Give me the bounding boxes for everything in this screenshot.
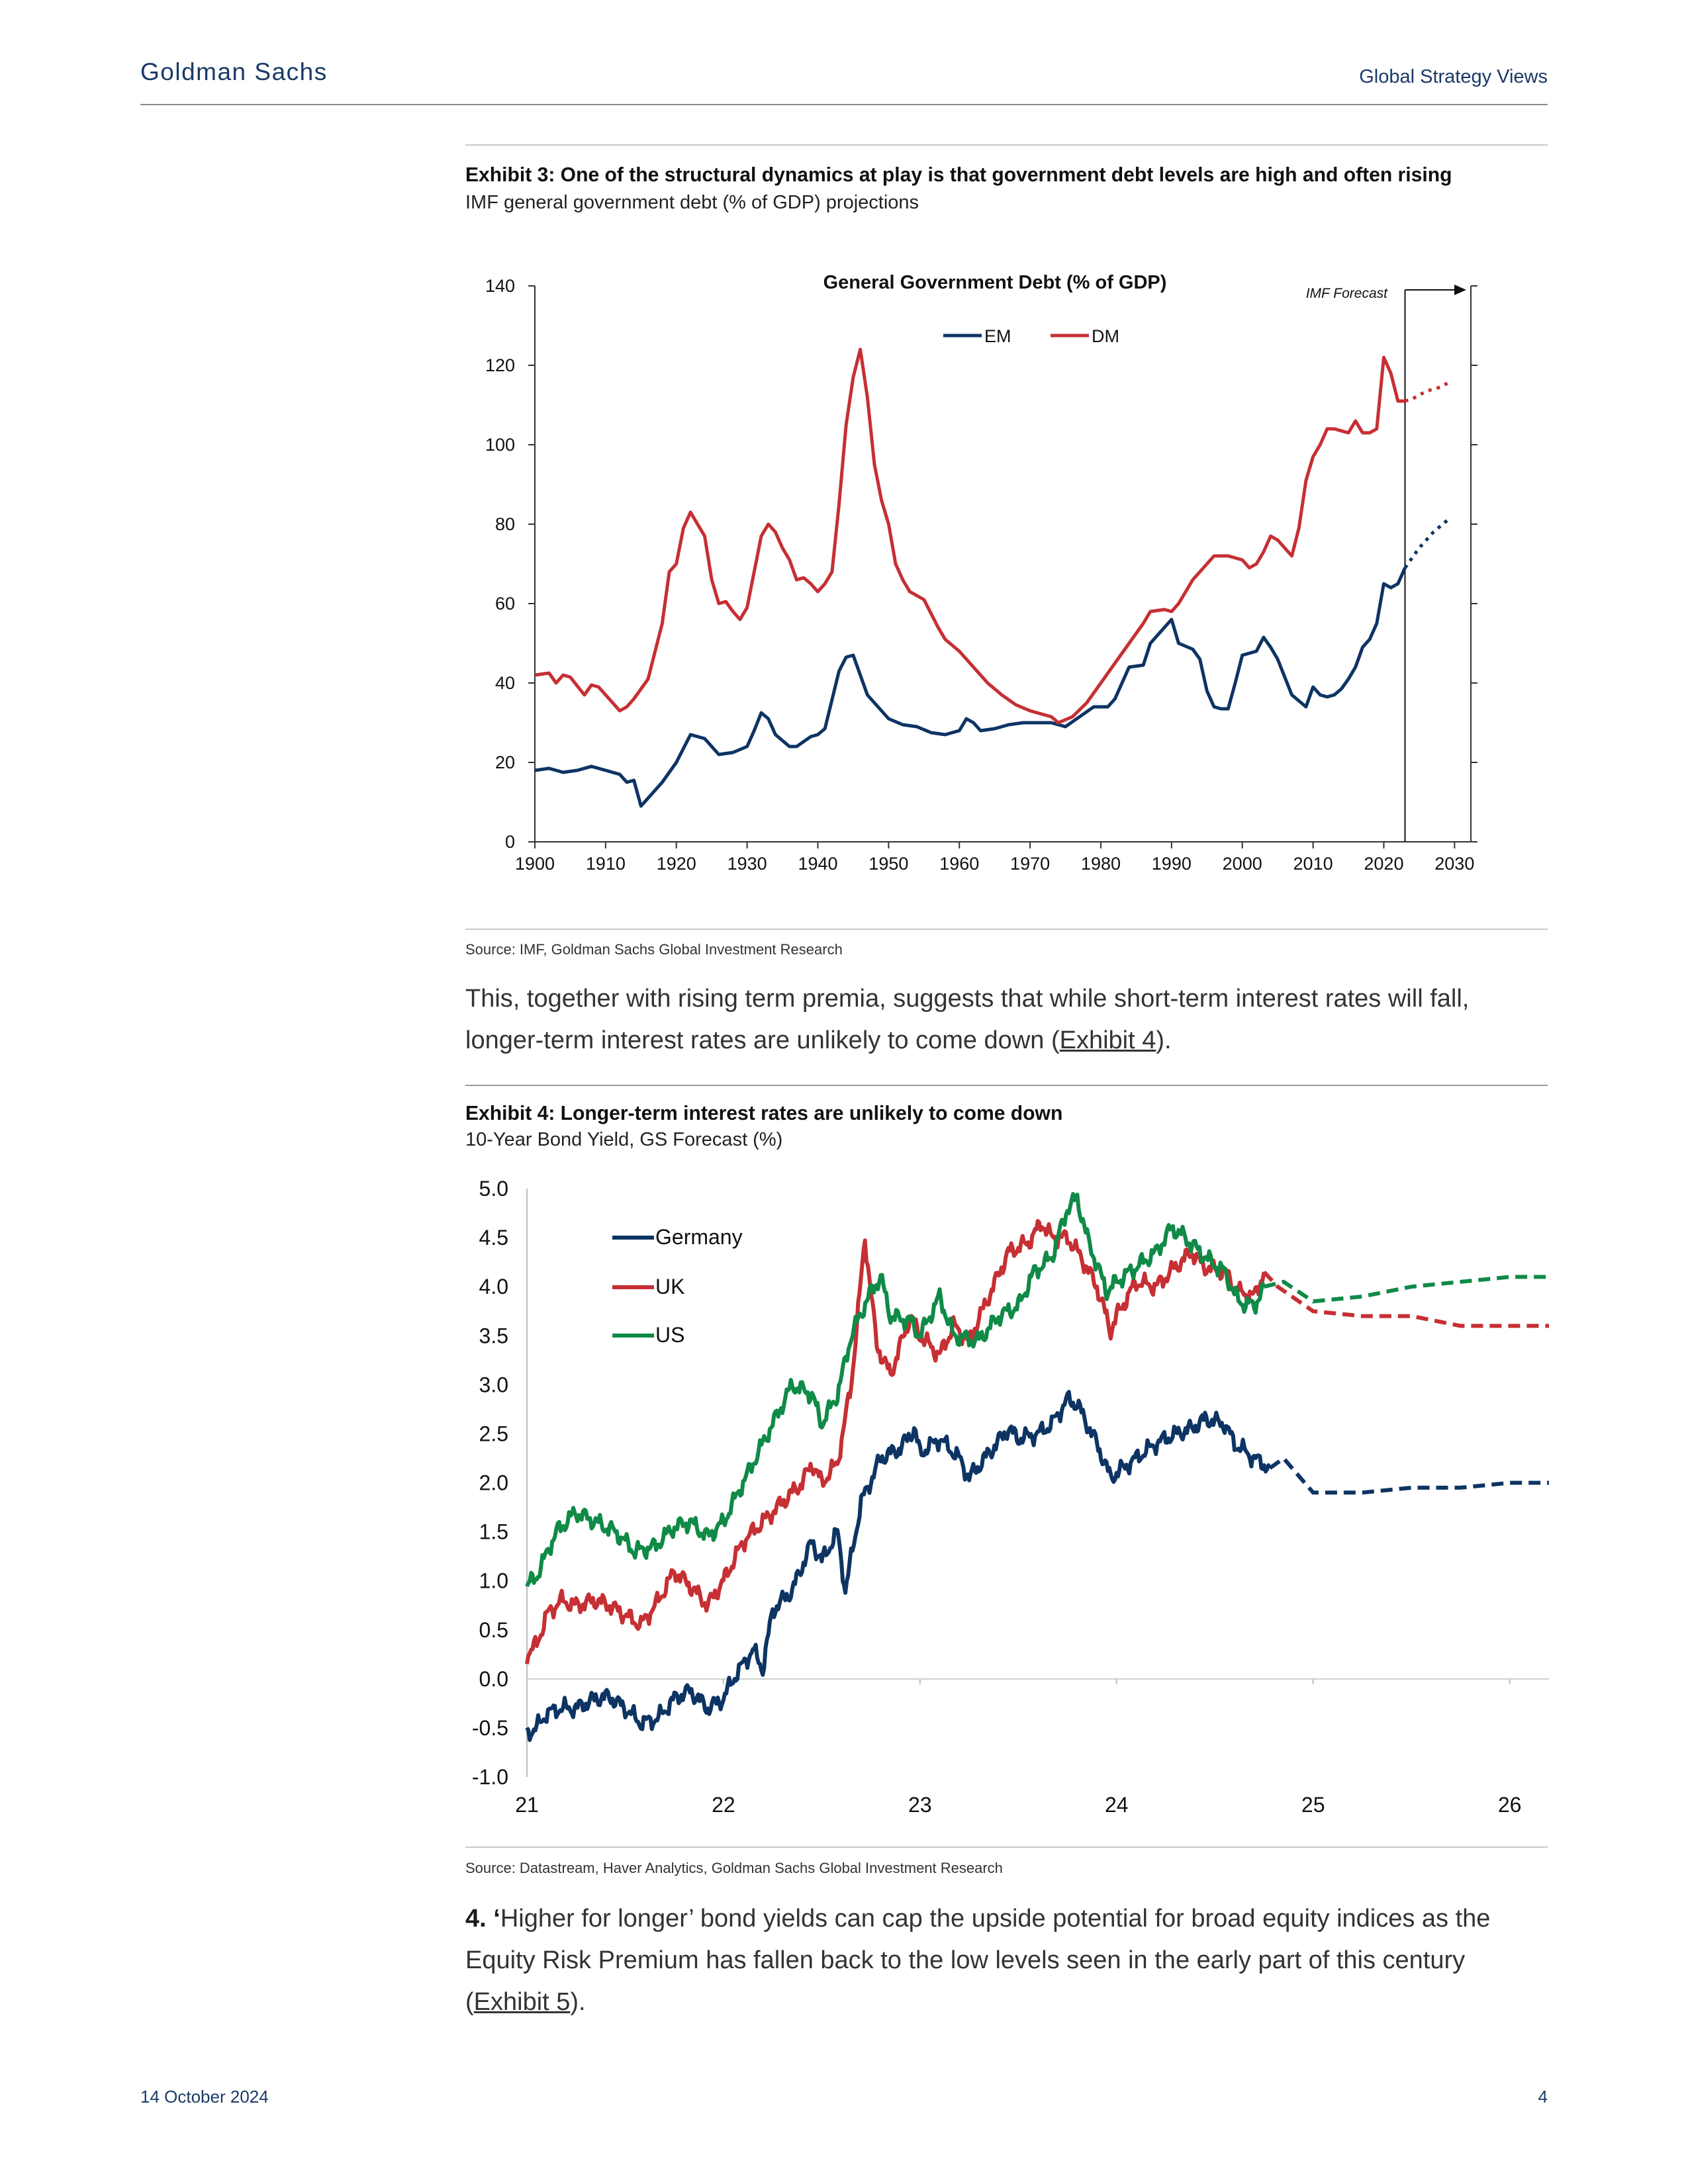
imf-forecast-marker [1404,285,1466,842]
exhibit3-title: Exhibit 3: One of the structural dynamic… [465,163,1452,186]
publication-title: Global Strategy Views [1359,66,1548,87]
exhibit4-legend: Germany UK US [612,1225,743,1347]
y-tick-label: 5.0 [479,1177,508,1201]
x-tick-label: 24 [1105,1793,1129,1817]
x-tick-label: 1960 [939,854,979,874]
page-number: 4 [1538,2087,1548,2107]
series-uk-line [525,1218,1266,1664]
series-germany-line [525,1390,1272,1743]
exhibit4-source: Source: Datastream, Haver Analytics, Gol… [465,1860,1003,1876]
series-uk-forecast [1262,1270,1549,1328]
y-tick-label: 3.0 [479,1373,508,1396]
y-tick-label: 0 [505,832,515,852]
x-tick-label: 1900 [515,854,555,874]
legend-germany-label: Germany [655,1225,743,1249]
exhibit4-chart: 5.0 4.5 4.0 3.5 3.0 2.5 2.0 1.5 1.0 0.5 0.0 -0.5 -1.… [472,1177,1549,1817]
footer-date: 14 October 2024 [140,2087,269,2107]
y-tick-label: 1.0 [479,1569,508,1593]
legend-us-label: US [655,1323,684,1347]
brand-logo: Goldman Sachs [140,58,328,85]
exhibit3-source: Source: IMF, Goldman Sachs Global Invest… [465,941,843,958]
x-tick-label: 23 [908,1793,932,1817]
x-tick-label: 1990 [1152,854,1192,874]
exhibit3-chart: 0020204040606080801001001201201401401900… [485,272,1477,874]
exhibit3-subtitle: IMF general government debt (% of GDP) p… [465,192,919,213]
x-tick-label: 1940 [798,854,837,874]
exhibit4-link[interactable]: Exhibit 4 [1059,1026,1156,1054]
series-germany-forecast [1268,1455,1549,1495]
x-tick-label: 22 [712,1793,735,1817]
y-tick-label: 40 [495,673,515,693]
legend-dm-label: DM [1092,326,1119,346]
body-paragraph-2: 4. ‘Higher for longer’ bond yields can c… [465,1898,1551,2023]
y-tick-label: 0.0 [479,1667,508,1691]
x-tick-label: 1950 [868,854,908,874]
paragraph1-end: ). [1156,1026,1172,1054]
paragraph2-quote: ‘ [493,1905,500,1933]
series-dm-forecast [1404,381,1448,403]
exhibit3-legend: EM DM [943,326,1119,346]
y-tick-label: -1.0 [472,1765,508,1789]
y-tick-label: 3.5 [479,1324,508,1347]
paragraph2-text: Higher for longer’ bond yields can cap t… [465,1905,1491,2016]
x-tick-label: 1970 [1010,854,1050,874]
y-tick-label: 60 [495,594,515,614]
series-us-line [525,1192,1266,1588]
y-tick-label: 20 [495,752,515,772]
y-tick-label: -0.5 [472,1716,508,1740]
y-tick-label: 1.5 [479,1520,508,1544]
forecast-arrowhead [1454,285,1466,295]
y-tick-label: 0.5 [479,1618,508,1642]
x-tick-label: 2000 [1223,854,1262,874]
y-tick-label: 80 [495,514,515,534]
x-tick-label: 21 [515,1793,539,1817]
x-tick-label: 2030 [1434,854,1474,874]
series-dm-line [534,347,1405,725]
imf-forecast-annotation: IMF Forecast [1306,286,1388,301]
exhibit4-bottom-rule [465,1846,1548,1848]
header-rule [140,104,1548,105]
exhibit3-chart-title: General Government Debt (% of GDP) [823,272,1167,293]
y-tick-label: 2.5 [479,1422,508,1445]
series-em-forecast [1403,519,1449,569]
body-paragraph-1: This, together with rising term premia, … [465,978,1551,1062]
x-tick-label: 25 [1301,1793,1325,1817]
paragraph1-text: This, together with rising term premia, … [465,985,1470,1054]
x-tick-label: 1980 [1081,854,1121,874]
y-tick-label: 4.0 [479,1275,508,1298]
exhibit3-bottom-rule [465,929,1548,930]
exhibit4-top-rule [465,1085,1548,1086]
x-tick-label: 1910 [586,854,626,874]
x-tick-label: 26 [1498,1793,1522,1817]
paragraph2-end: ). [570,1988,586,2016]
y-tick-label: 120 [485,355,515,375]
x-tick-label: 1930 [727,854,767,874]
legend-em-label: EM [984,326,1011,346]
x-tick-label: 2010 [1293,854,1333,874]
legend-uk-label: UK [655,1275,684,1298]
exhibit3-top-rule [465,144,1548,146]
paragraph2-number: 4. [465,1905,487,1933]
series-us-forecast [1263,1275,1549,1304]
exhibit4-title: Exhibit 4: Longer-term interest rates ar… [465,1101,1063,1124]
exhibit4-subtitle: 10-Year Bond Yield, GS Forecast (%) [465,1129,783,1150]
y-tick-label: 140 [485,276,515,296]
y-tick-label: 2.0 [479,1471,508,1495]
x-tick-label: 1920 [657,854,696,874]
x-tick-label: 2020 [1364,854,1403,874]
series-em-line [534,567,1407,808]
y-tick-label: 100 [485,435,515,455]
exhibit5-link[interactable]: Exhibit 5 [473,1988,571,2016]
y-tick-label: 4.5 [479,1226,508,1250]
